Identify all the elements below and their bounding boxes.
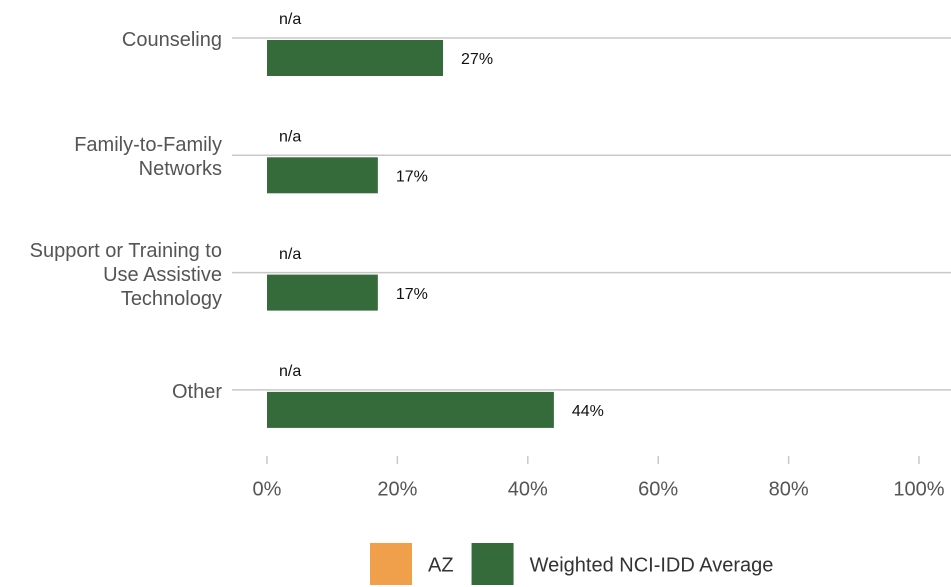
legend-label: AZ [428, 554, 454, 576]
data-label: n/a [279, 129, 301, 146]
bar [267, 274, 378, 311]
data-label: 17% [396, 169, 428, 186]
x-tick-label: 100% [893, 478, 944, 500]
bar [267, 157, 378, 194]
data-label: 44% [572, 403, 604, 420]
data-label: n/a [279, 11, 301, 28]
x-tick-label: 0% [253, 478, 282, 500]
data-label: 27% [461, 51, 493, 68]
legend-swatch [370, 543, 412, 585]
legend-swatch [471, 543, 514, 585]
x-tick-label: 80% [769, 478, 809, 500]
category-label: Counseling [121, 29, 222, 51]
data-label: n/a [279, 246, 301, 263]
data-label: n/a [279, 363, 301, 380]
bar [267, 40, 444, 76]
x-tick-label: 20% [377, 478, 417, 500]
category-label: Support or Training to Use Assistive Tec… [29, 239, 222, 310]
category-label: Family-to-Family Networks [74, 134, 222, 181]
x-tick-label: 60% [638, 478, 678, 500]
bar [267, 391, 554, 428]
data-label: 17% [396, 286, 428, 303]
category-label: Other [171, 380, 222, 403]
x-tick-label: 40% [508, 478, 548, 500]
legend-label: Weighted NCI-IDD Average [530, 554, 774, 576]
